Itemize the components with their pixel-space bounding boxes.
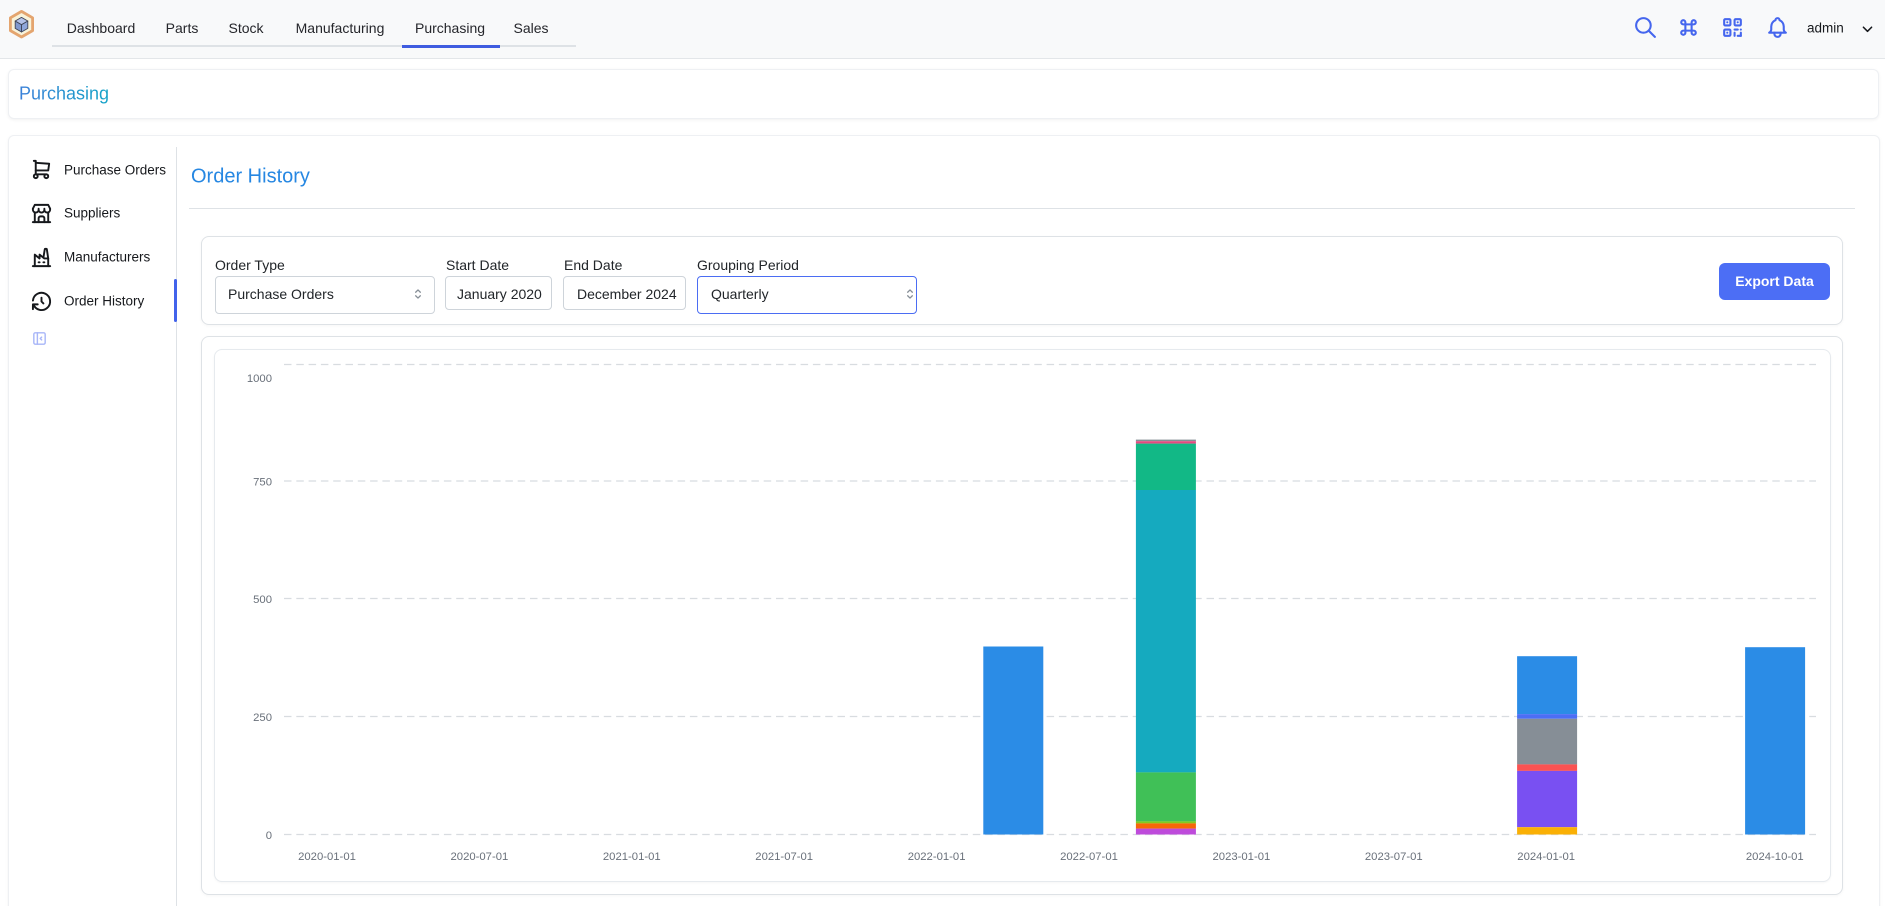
svg-text:0: 0	[266, 830, 272, 842]
svg-text:2022-07-01: 2022-07-01	[1060, 851, 1118, 863]
svg-text:1000: 1000	[247, 373, 272, 385]
svg-text:2024-10-01: 2024-10-01	[1746, 851, 1804, 863]
svg-text:2021-01-01: 2021-01-01	[603, 851, 661, 863]
svg-text:2022-01-01: 2022-01-01	[908, 851, 966, 863]
svg-text:2020-01-01: 2020-01-01	[298, 851, 356, 863]
svg-text:2024-01-01: 2024-01-01	[1517, 851, 1575, 863]
svg-text:750: 750	[253, 477, 272, 489]
svg-text:250: 250	[253, 712, 272, 724]
svg-text:2021-07-01: 2021-07-01	[755, 851, 813, 863]
svg-text:2023-01-01: 2023-01-01	[1213, 851, 1271, 863]
svg-text:2023-07-01: 2023-07-01	[1365, 851, 1423, 863]
svg-text:2020-07-01: 2020-07-01	[451, 851, 509, 863]
svg-text:500: 500	[253, 594, 272, 606]
